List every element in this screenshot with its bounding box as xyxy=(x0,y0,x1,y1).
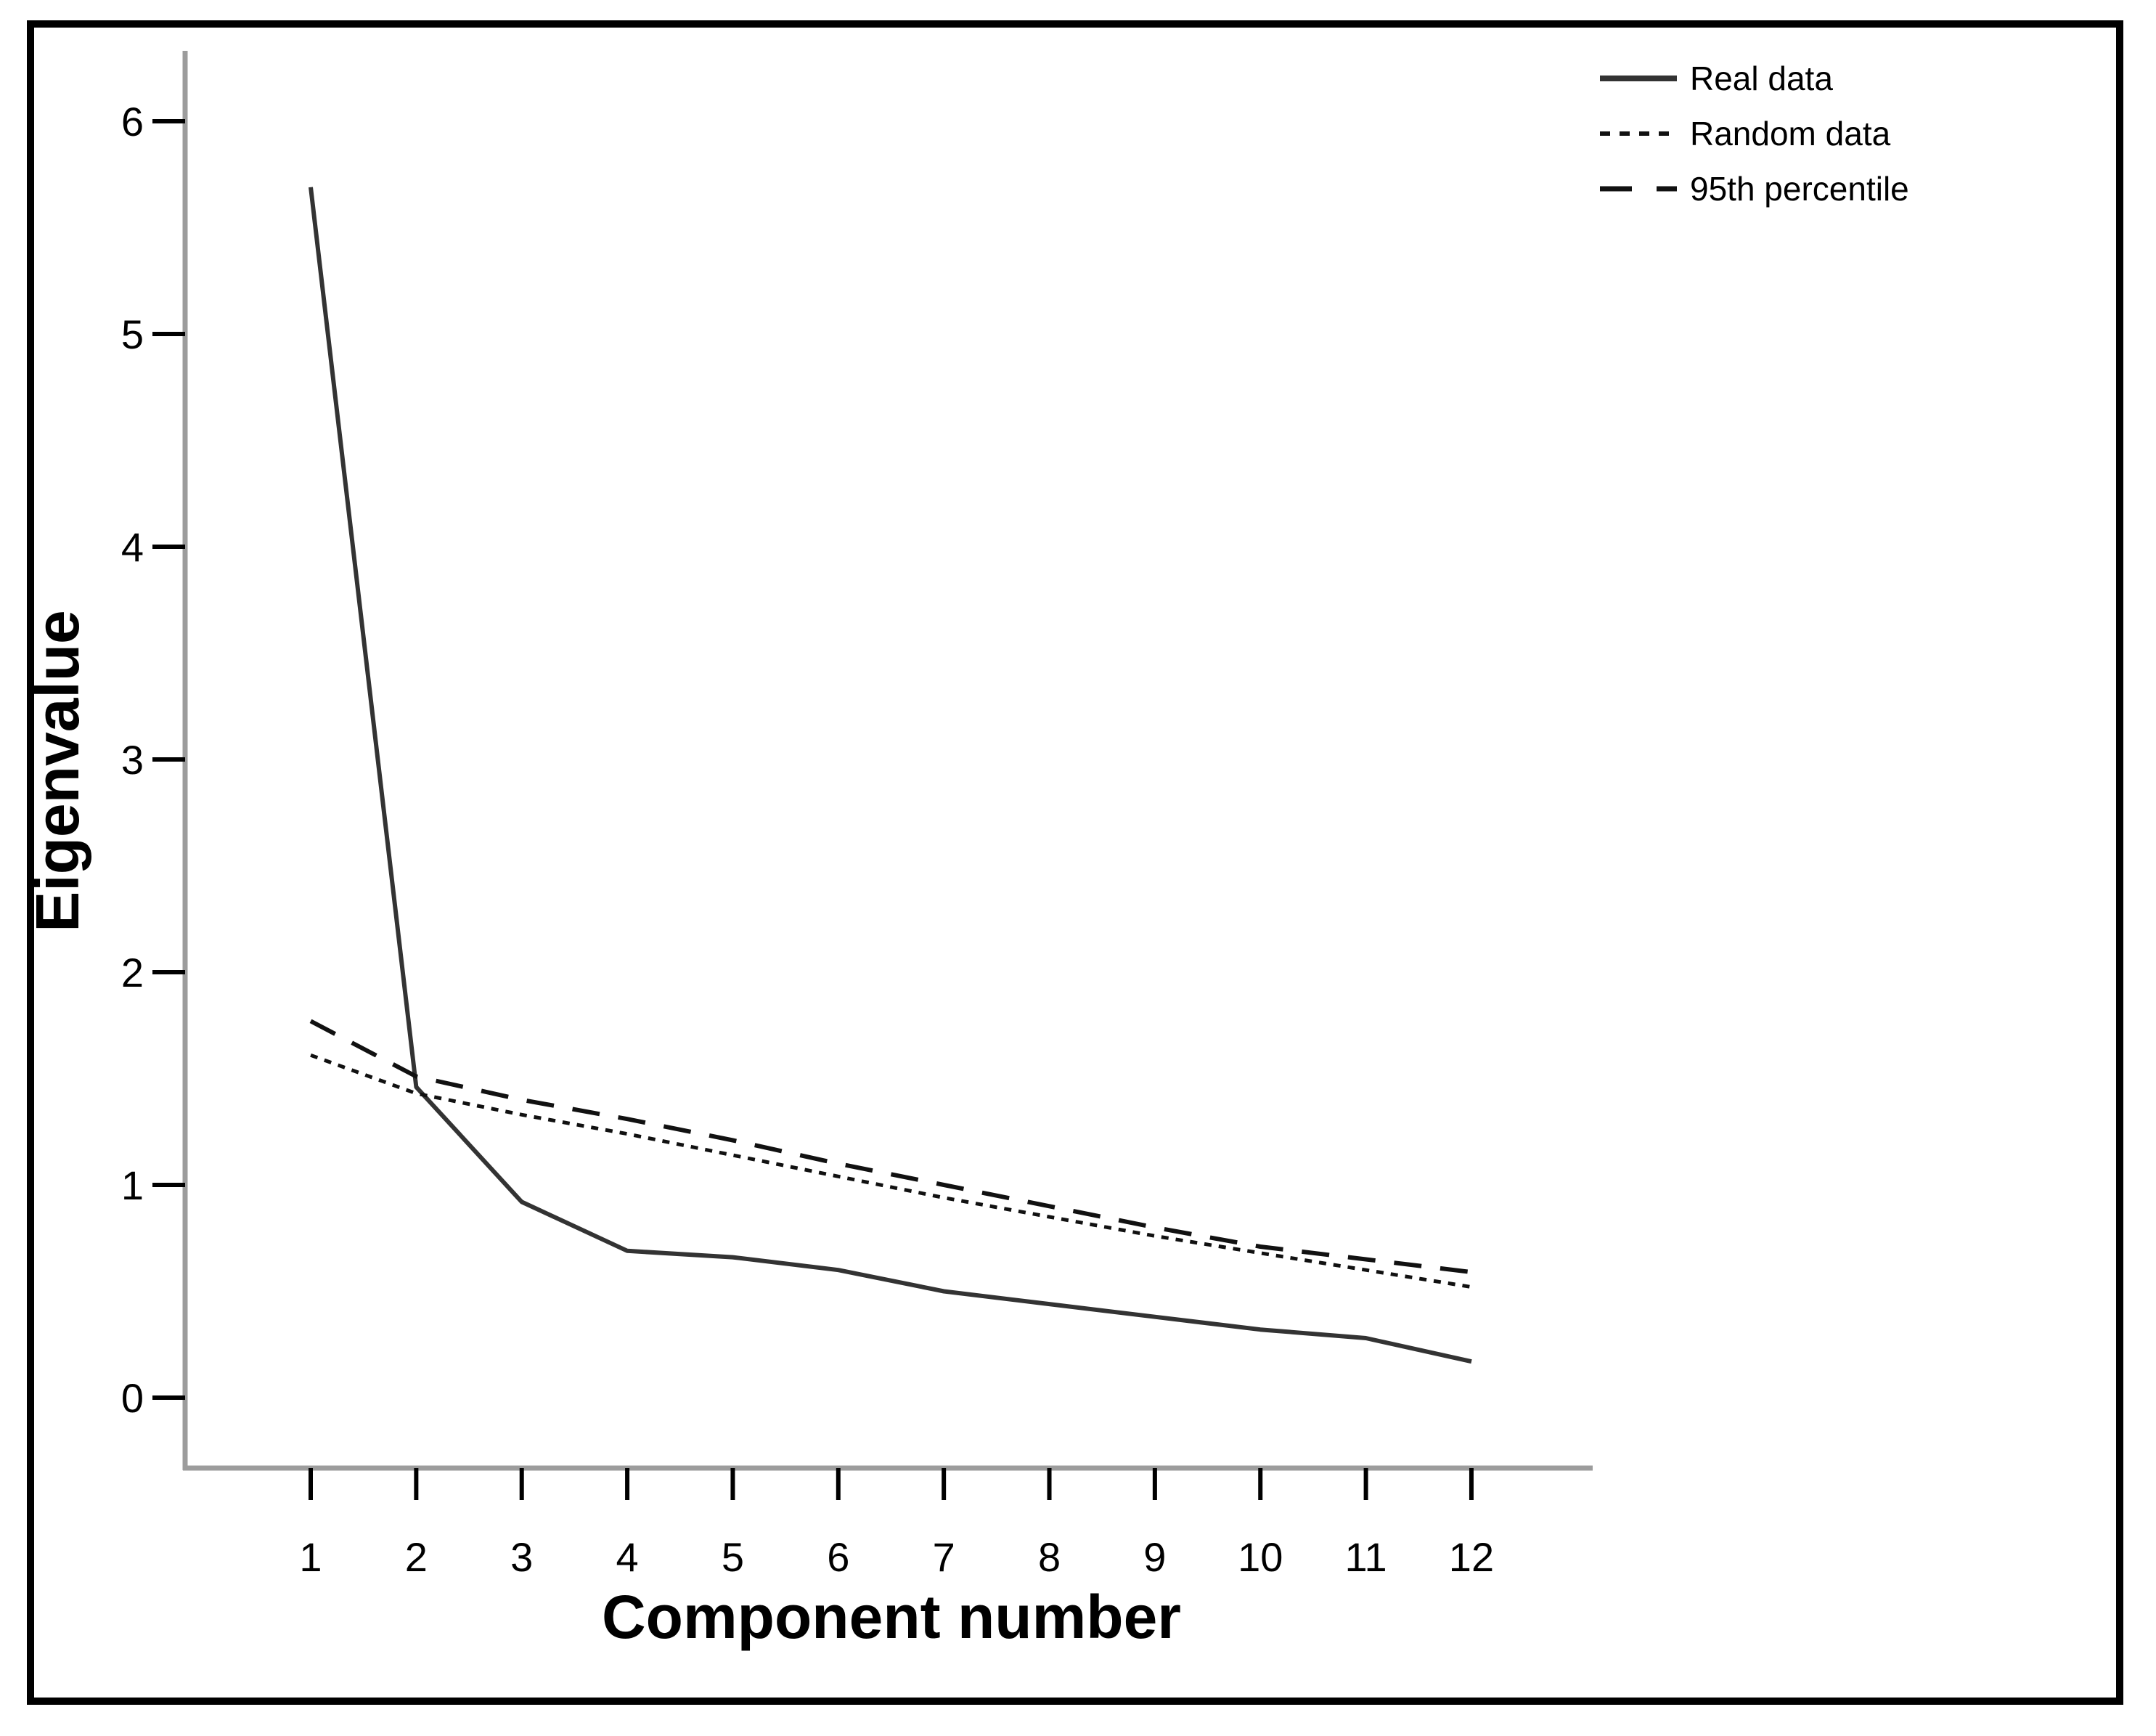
x-tick-label: 1 xyxy=(299,1534,322,1580)
y-tick-label: 0 xyxy=(121,1375,144,1421)
x-tick-label: 6 xyxy=(827,1534,849,1580)
y-tick-label: 4 xyxy=(121,524,144,570)
y-axis-ticks: 0 1 2 3 4 5 6 xyxy=(121,99,185,1421)
x-axis-title: Component number xyxy=(602,1583,1181,1651)
y-tick-label: 2 xyxy=(121,950,144,995)
x-tick-label: 4 xyxy=(616,1534,639,1580)
x-tick-label: 12 xyxy=(1449,1534,1494,1580)
y-tick-label: 6 xyxy=(121,99,144,144)
legend-item-real-data: Real data xyxy=(1600,60,1833,97)
legend: Real data Random data 95th percentile xyxy=(1600,60,1909,208)
x-tick-label: 5 xyxy=(722,1534,744,1580)
y-tick-label: 5 xyxy=(121,311,144,357)
legend-item-95th-percentile: 95th percentile xyxy=(1600,170,1909,208)
x-axis-ticks: 1 2 3 4 5 6 7 8 9 10 11 12 xyxy=(299,1468,1494,1580)
y-tick-label: 1 xyxy=(121,1162,144,1208)
x-tick-label: 10 xyxy=(1238,1534,1283,1580)
legend-label-random-data: Random data xyxy=(1690,115,1891,152)
series-lines xyxy=(309,187,1472,1364)
series-line-real-data xyxy=(309,187,1472,1364)
series-line-random-data xyxy=(310,1053,1472,1289)
legend-item-random-data: Random data xyxy=(1600,115,1891,152)
x-tick-label: 8 xyxy=(1038,1534,1061,1580)
x-tick-label: 9 xyxy=(1143,1534,1166,1580)
series-line-95th-percentile xyxy=(309,1019,1472,1275)
y-tick-label: 3 xyxy=(121,737,144,783)
legend-label-95th-percentile: 95th percentile xyxy=(1690,170,1909,208)
x-tick-label: 11 xyxy=(1345,1534,1387,1580)
x-tick-label: 3 xyxy=(510,1534,533,1580)
legend-label-real-data: Real data xyxy=(1690,60,1833,97)
y-axis-title: Eigenvalue xyxy=(23,610,91,932)
x-tick-label: 2 xyxy=(405,1534,428,1580)
x-tick-label: 7 xyxy=(933,1534,955,1580)
figure-border xyxy=(27,20,2123,1705)
